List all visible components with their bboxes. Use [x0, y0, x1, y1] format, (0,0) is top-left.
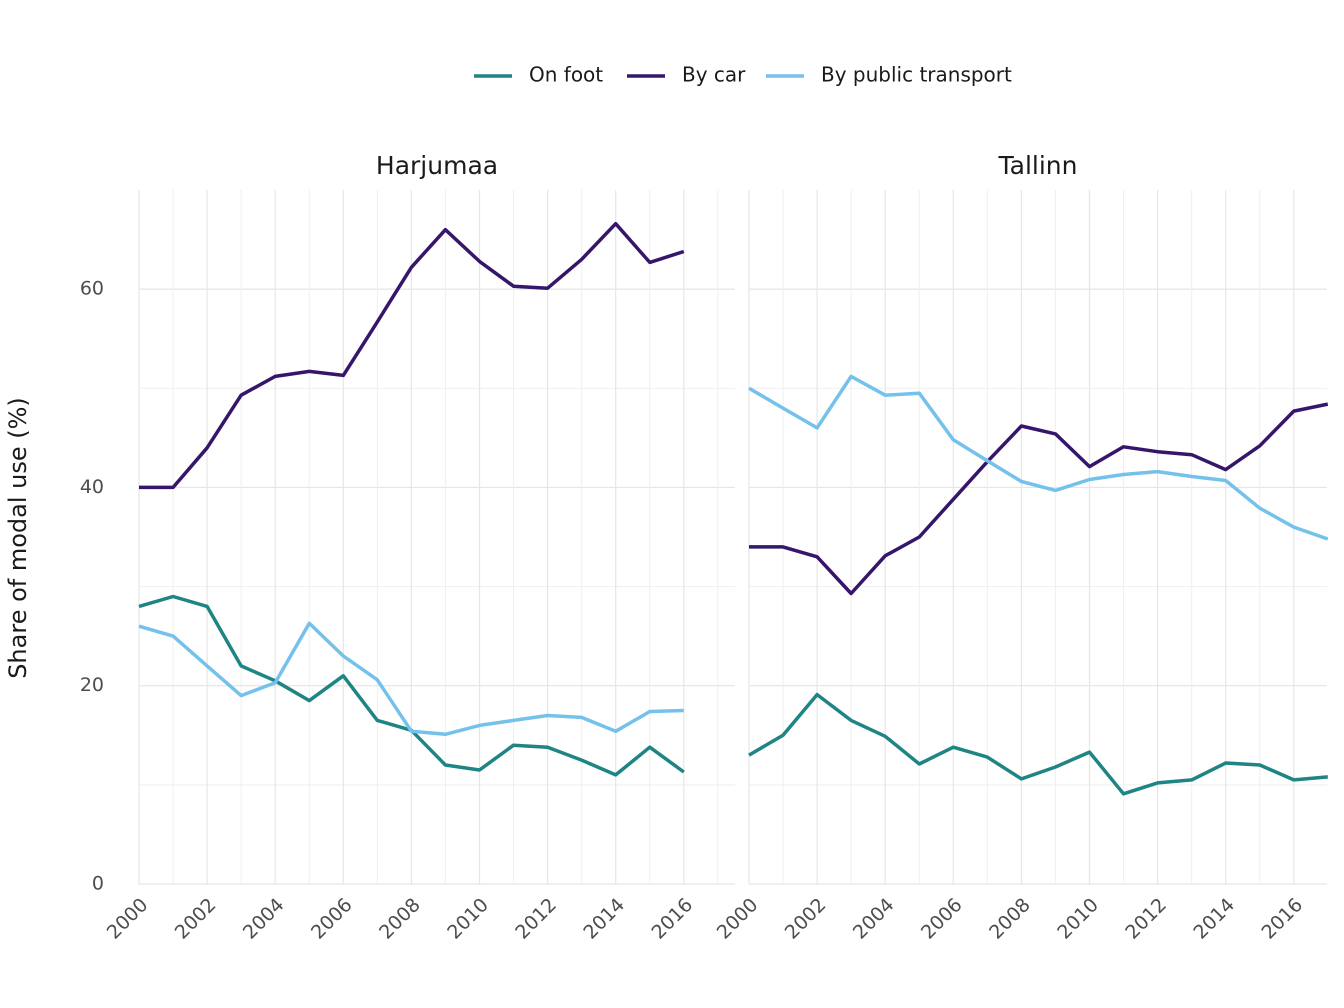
- y-tick-label: 40: [80, 476, 104, 498]
- panel-title: Tallinn: [998, 151, 1078, 180]
- legend: On foot By car By public transport: [474, 63, 1012, 87]
- x-tick-label: 2006: [307, 894, 357, 944]
- series-line-1: [749, 402, 1329, 596]
- x-tick-label: 2016: [647, 894, 697, 944]
- x-tick-label: 2008: [985, 894, 1035, 944]
- series-line-0: [748, 692, 1328, 796]
- x-tick-label: 2000: [713, 894, 763, 944]
- x-tick-label: 2004: [239, 894, 289, 944]
- x-tick-label: 2012: [511, 894, 561, 944]
- x-tick-label: 2002: [171, 894, 221, 944]
- series-line-1: [139, 221, 685, 490]
- x-tick-label: 2016: [1257, 894, 1307, 944]
- legend-label-0: On foot: [529, 63, 603, 87]
- y-tick-label: 0: [92, 873, 104, 895]
- x-tick-label: 2010: [1053, 894, 1103, 944]
- x-tick-label: 2012: [1121, 894, 1171, 944]
- y-axis-title: Share of modal use (%): [4, 397, 32, 679]
- series-line-2: [138, 621, 684, 737]
- x-tick-label: 2004: [849, 894, 899, 944]
- x-tick-label: 2002: [781, 894, 831, 944]
- x-tick-label: 2010: [443, 894, 493, 944]
- panel-title: Harjumaa: [376, 151, 498, 180]
- legend-label-1: By car: [682, 63, 746, 87]
- x-tick-label: 2008: [375, 894, 425, 944]
- y-tick-label: 60: [80, 278, 104, 300]
- chart-panels: Harjumaa 0 20 40 60 2000 2002 2004 2006 2008 2010 2…: [80, 151, 1329, 944]
- panel-0: Harjumaa 0 20 40 60 2000 2002 2004 2006 2008 2010 2…: [80, 151, 735, 944]
- series-line-2: [748, 374, 1329, 541]
- panel-1: Tallinn 2000 2002 2004 2006 2008 2010 2012 2014 2…: [713, 151, 1329, 944]
- x-tick-label: 2000: [103, 894, 153, 944]
- x-tick-label: 2014: [1189, 894, 1239, 944]
- x-tick-label: 2014: [579, 894, 629, 944]
- x-tick-label: 2006: [917, 894, 967, 944]
- y-tick-label: 20: [80, 674, 104, 696]
- legend-label-2: By public transport: [821, 63, 1012, 87]
